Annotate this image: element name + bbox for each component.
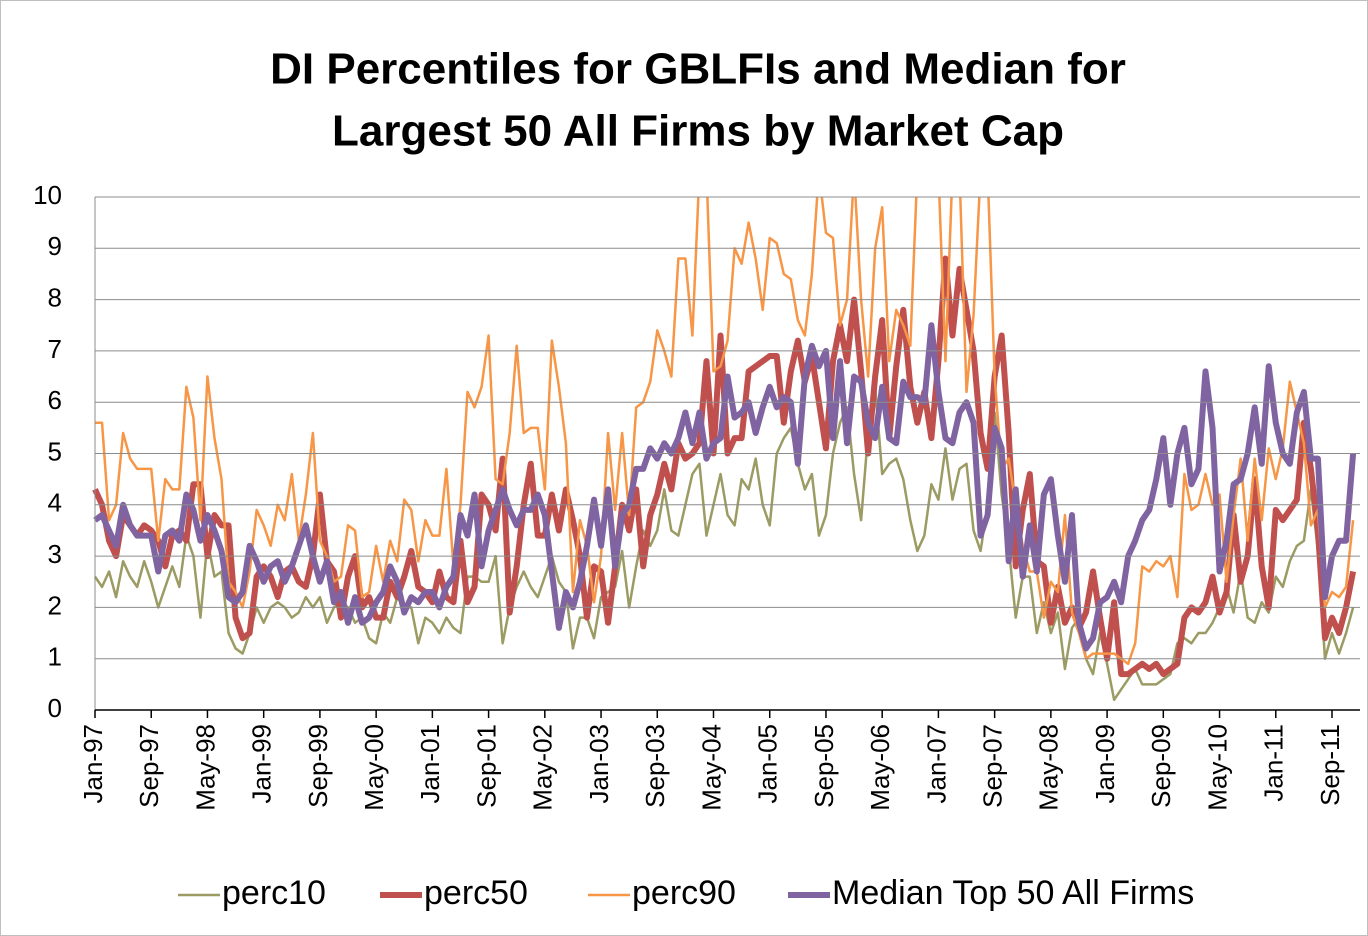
- x-tick-label: Sep-97: [134, 724, 164, 808]
- series-line: [93, 322, 1357, 652]
- y-tick-label: 0: [48, 693, 62, 723]
- x-tick-label: Sep-99: [303, 724, 333, 808]
- x-tick-label: May-00: [359, 724, 389, 811]
- legend-label: Median Top 50 All Firms: [832, 874, 1194, 912]
- x-tick-label: Jan-01: [415, 724, 445, 804]
- legend-label: perc90: [632, 874, 736, 912]
- x-tick-label: Jan-03: [584, 724, 614, 804]
- x-tick-label: May-04: [696, 724, 726, 811]
- x-tick-label: Jan-09: [1090, 724, 1120, 804]
- legend-label: perc50: [424, 874, 528, 912]
- series-line: [95, 197, 1355, 666]
- chart-title: Largest 50 All Firms by Market Cap: [332, 107, 1064, 156]
- x-tick-label: May-06: [865, 724, 895, 811]
- y-tick-label: 7: [48, 334, 62, 364]
- x-tick-label: Sep-07: [978, 724, 1008, 808]
- x-tick-label: Sep-05: [809, 724, 839, 808]
- x-tick-label: Sep-11: [1315, 724, 1345, 806]
- x-tick-label: Jan-11: [1259, 724, 1289, 802]
- x-tick-label: Jan-05: [753, 724, 783, 804]
- x-tick-label: Sep-01: [471, 724, 501, 808]
- x-tick-label: Sep-03: [640, 724, 670, 808]
- x-tick-label: May-08: [1034, 724, 1064, 811]
- x-tick-label: May-02: [528, 724, 558, 811]
- y-tick-label: 8: [48, 282, 62, 312]
- y-tick-label: 3: [48, 539, 62, 569]
- y-tick-label: 6: [48, 385, 62, 415]
- y-tick-label: 5: [48, 436, 62, 466]
- chart-title: DI Percentiles for GBLFIs and Median for: [270, 45, 1126, 94]
- series-line: [93, 385, 1355, 701]
- x-tick-label: May-10: [1202, 724, 1232, 811]
- y-tick-label: 10: [33, 180, 62, 210]
- y-tick-label: 9: [48, 231, 62, 261]
- legend-label: perc10: [222, 874, 326, 912]
- x-tick-label: Jan-97: [78, 724, 108, 804]
- y-tick-label: 2: [48, 590, 62, 620]
- plot-area: [92, 197, 1357, 701]
- y-tick-label: 4: [48, 488, 62, 518]
- x-tick-label: Jan-07: [921, 724, 951, 804]
- x-tick-label: Jan-99: [247, 724, 277, 804]
- y-tick-label: 1: [48, 642, 62, 672]
- x-tick-label: May-98: [190, 724, 220, 811]
- x-tick-label: Sep-09: [1146, 724, 1176, 808]
